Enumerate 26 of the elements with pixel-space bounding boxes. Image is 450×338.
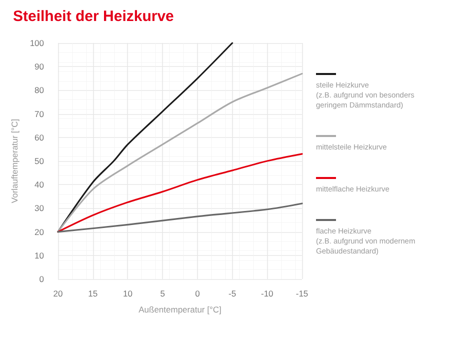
x-tick-label: -5 (228, 288, 236, 298)
x-tick-label: 10 (122, 288, 133, 298)
x-tick-label: -10 (260, 288, 274, 298)
y-tick-label: 30 (34, 203, 44, 214)
y-tick-label: 100 (30, 38, 44, 48)
line-series (57, 202, 303, 233)
y-tick-label: 70 (34, 108, 44, 119)
x-tick-label: -15 (296, 288, 308, 298)
y-tick-label: 10 (34, 250, 44, 260)
y-tick-label: 60 (34, 132, 44, 142)
y-tick-label: 80 (34, 85, 44, 96)
x-tick-label: 15 (88, 288, 98, 298)
chart-title: Steilheit der Heizkurve (13, 8, 174, 25)
line-series (57, 42, 234, 233)
y-tick-label: 40 (34, 180, 44, 190)
y-tick-label: 0 (39, 274, 44, 284)
line-series (57, 72, 303, 233)
x-tick-label: 0 (195, 288, 200, 298)
y-tick-label: 90 (34, 62, 44, 72)
x-axis-title: Außentemperatur [°C] (138, 304, 222, 314)
line-series (57, 153, 303, 233)
x-tick-label: 5 (160, 288, 166, 298)
y-tick-label: 50 (34, 156, 44, 166)
y-tick-label: 20 (34, 226, 44, 237)
y-axis-title: Vorlauftemperatur [°C] (9, 118, 20, 204)
x-tick-label: 20 (53, 288, 63, 298)
